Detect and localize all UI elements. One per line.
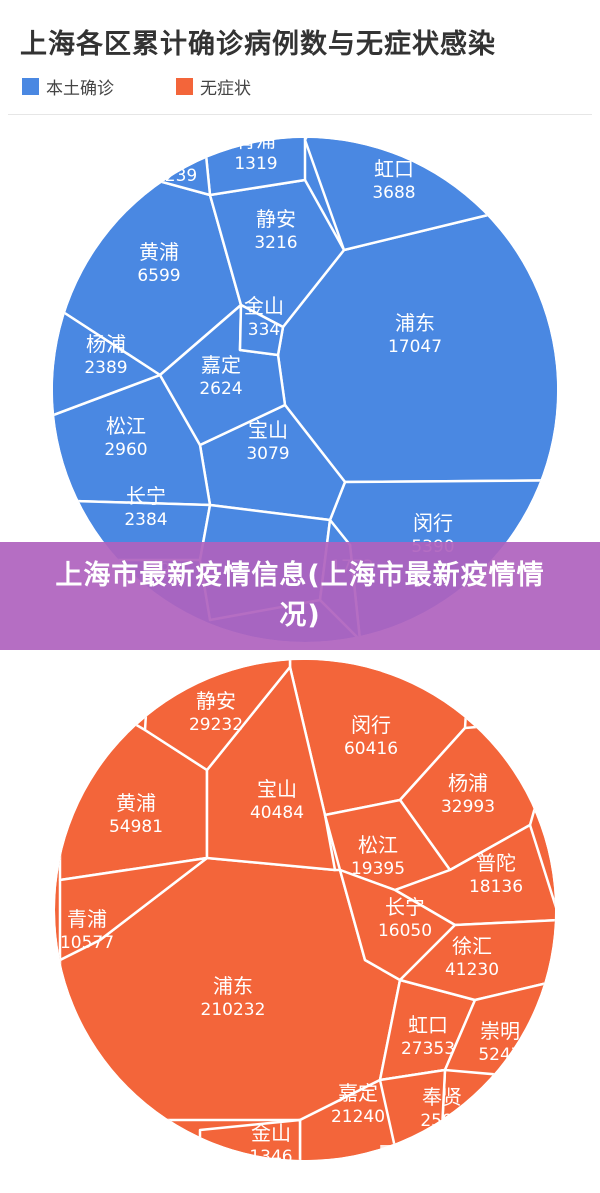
- cell-label-value: 16050: [378, 921, 432, 941]
- cell-label-value: 2389: [84, 358, 127, 378]
- cell-label-value: 27353: [401, 1039, 455, 1059]
- cell-label-name: 静安: [196, 689, 236, 713]
- cell-label-name: 松江: [358, 833, 398, 857]
- cell-13[interactable]: [58, 856, 209, 962]
- cell-label-name: 虹口: [408, 1013, 448, 1037]
- legend-item-local[interactable]: 本土确诊: [22, 74, 114, 99]
- cell-label-name: 黄浦: [139, 240, 179, 264]
- cell-label-name: 浦东: [213, 974, 253, 998]
- cell-label-value: 10577: [60, 933, 114, 953]
- cell-label-value: 18136: [469, 877, 523, 897]
- cell-label-name: 崇明: [480, 1019, 520, 1043]
- page-title: 上海各区累计确诊病例数与无症状感染: [20, 29, 496, 60]
- cell-label-value: 2624: [199, 379, 242, 399]
- cell-label-name: 金山: [251, 1121, 291, 1145]
- legend-label-local: 本土确诊: [46, 78, 114, 99]
- cell-label-name: 闵行: [351, 713, 391, 737]
- cell-label-name: 浦东: [395, 311, 435, 335]
- cell-label-value: 239: [165, 166, 197, 186]
- cell-label-name: 嘉定: [338, 1081, 378, 1105]
- cell-label-name: 普陀: [476, 851, 516, 875]
- cell-label-value: 2384: [124, 510, 167, 530]
- cell-label-name: 杨浦: [86, 332, 126, 356]
- cell-label-value: 21240: [331, 1107, 385, 1127]
- cell-label-value: 6599: [137, 266, 180, 286]
- cell-label-name: 闵行: [413, 511, 453, 535]
- cell-label-value: 40484: [250, 803, 304, 823]
- cell-label-value: 334: [248, 320, 280, 340]
- legend-label-asymptomatic: 无症状: [200, 78, 251, 99]
- cell-label-value: 3079: [246, 444, 289, 464]
- cell-label-value: 32993: [441, 797, 495, 817]
- legend-swatch-asymptomatic: [176, 77, 193, 95]
- cell-label-name: 奉贤: [161, 140, 201, 164]
- cell-label-name: 徐汇: [452, 934, 492, 958]
- cell-label-value: 54981: [109, 817, 163, 837]
- cell-label-name: 金山: [244, 294, 284, 318]
- cells: [55, 660, 555, 1160]
- cell-label-name: 黄浦: [116, 791, 156, 815]
- cell-label-value: 3216: [254, 233, 297, 253]
- cell-label-name: 静安: [256, 207, 296, 231]
- headline-text: 上海市最新疫情信息(上海市最新疫情情况): [55, 560, 545, 631]
- cell-label-value: 17047: [388, 337, 442, 357]
- cell-label-value: 3688: [372, 183, 415, 203]
- cell-label-name: 松江: [106, 414, 146, 438]
- legend-item-asymptomatic[interactable]: 无症状: [176, 74, 251, 99]
- cell-label-value: 19395: [351, 859, 405, 879]
- headline-banner[interactable]: 上海市最新疫情信息(上海市最新疫情情况): [0, 542, 600, 650]
- cell-label-value: 2586: [420, 1111, 463, 1131]
- cell-label-value: 60416: [344, 739, 398, 759]
- cell-label-name: 青浦: [67, 907, 107, 931]
- cell-label-value: 29232: [189, 715, 243, 735]
- cell-label-value: 1346: [249, 1147, 292, 1167]
- cell-label-name: 青浦: [236, 128, 276, 152]
- cell-label-name: 虹口: [374, 157, 414, 181]
- cell-label-value: 2960: [104, 440, 147, 460]
- cell-label-name: 宝山: [257, 777, 297, 801]
- cell-label-name: 嘉定: [201, 353, 241, 377]
- cell-label-value: 210232: [201, 1000, 266, 1020]
- cell-label-value: 1319: [234, 154, 277, 174]
- cell-label-name: 杨浦: [448, 771, 488, 795]
- cell-label-name: 长宁: [126, 484, 166, 508]
- watermark: 网易号 | 一频线: [378, 1143, 578, 1174]
- header-divider: [8, 114, 592, 115]
- legend-swatch-local: [22, 77, 39, 95]
- cell-12[interactable]: [238, 303, 285, 357]
- cell-label-value: 41230: [445, 960, 499, 980]
- cell-label-name: 长宁: [385, 895, 425, 919]
- cell-label-value: 5247: [478, 1045, 521, 1065]
- cell-label-name: 奉贤: [422, 1085, 462, 1109]
- cell-label-name: 宝山: [248, 418, 288, 442]
